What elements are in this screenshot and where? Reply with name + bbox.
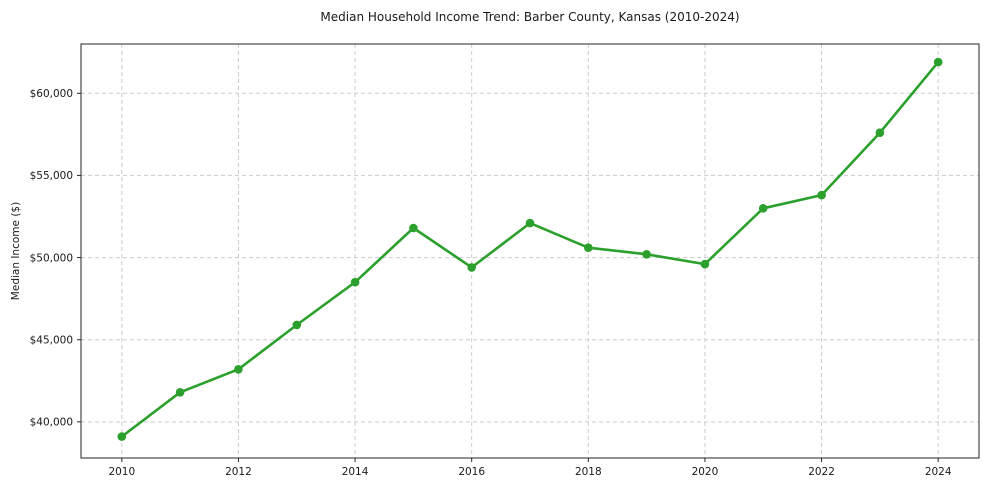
gridlines xyxy=(81,44,979,458)
data-point-2014 xyxy=(350,277,360,287)
data-point-2016 xyxy=(467,263,477,272)
x-tick-label: 2018 xyxy=(575,466,602,478)
x-tick-label: 2014 xyxy=(342,466,369,478)
plot-border xyxy=(80,43,980,459)
data-point-2024 xyxy=(933,57,943,67)
data-point-2011 xyxy=(175,388,185,397)
y-tick-label: $50,000 xyxy=(30,252,73,264)
y-axis-label: Median Income ($) xyxy=(10,202,22,300)
data-point-2019 xyxy=(642,250,651,259)
trend-line xyxy=(120,60,940,438)
x-tick-label: 2012 xyxy=(225,466,252,478)
data-point-2023 xyxy=(875,128,885,137)
y-tick-label: $60,000 xyxy=(30,88,73,100)
data-point-2012 xyxy=(234,365,243,374)
data-point-2015 xyxy=(409,223,418,233)
y-tick-label: $45,000 xyxy=(30,335,73,347)
data-point-2022 xyxy=(817,190,826,200)
y-tick-label: $55,000 xyxy=(30,170,73,182)
x-tick-label: 2022 xyxy=(808,466,835,478)
axes: $40,000 $45,000 $50,000 $55,000 $60,000 2010 2… xyxy=(30,43,980,478)
x-tick-label: 2016 xyxy=(458,466,485,478)
y-tick-label: $40,000 xyxy=(30,417,73,429)
x-tick-label: 2020 xyxy=(692,466,719,478)
data-point-2010 xyxy=(117,432,127,441)
x-tick-label: 2024 xyxy=(925,466,952,478)
x-tick-label: 2010 xyxy=(108,466,135,478)
chart-title: Median Household Income Trend: Barber Co… xyxy=(320,10,739,24)
data-point-2013 xyxy=(292,320,302,330)
data-point-2021 xyxy=(758,204,768,213)
data-point-2017 xyxy=(525,218,535,228)
data-point-2018 xyxy=(584,243,593,252)
data-point-2020 xyxy=(700,259,710,269)
data-series xyxy=(117,57,943,441)
